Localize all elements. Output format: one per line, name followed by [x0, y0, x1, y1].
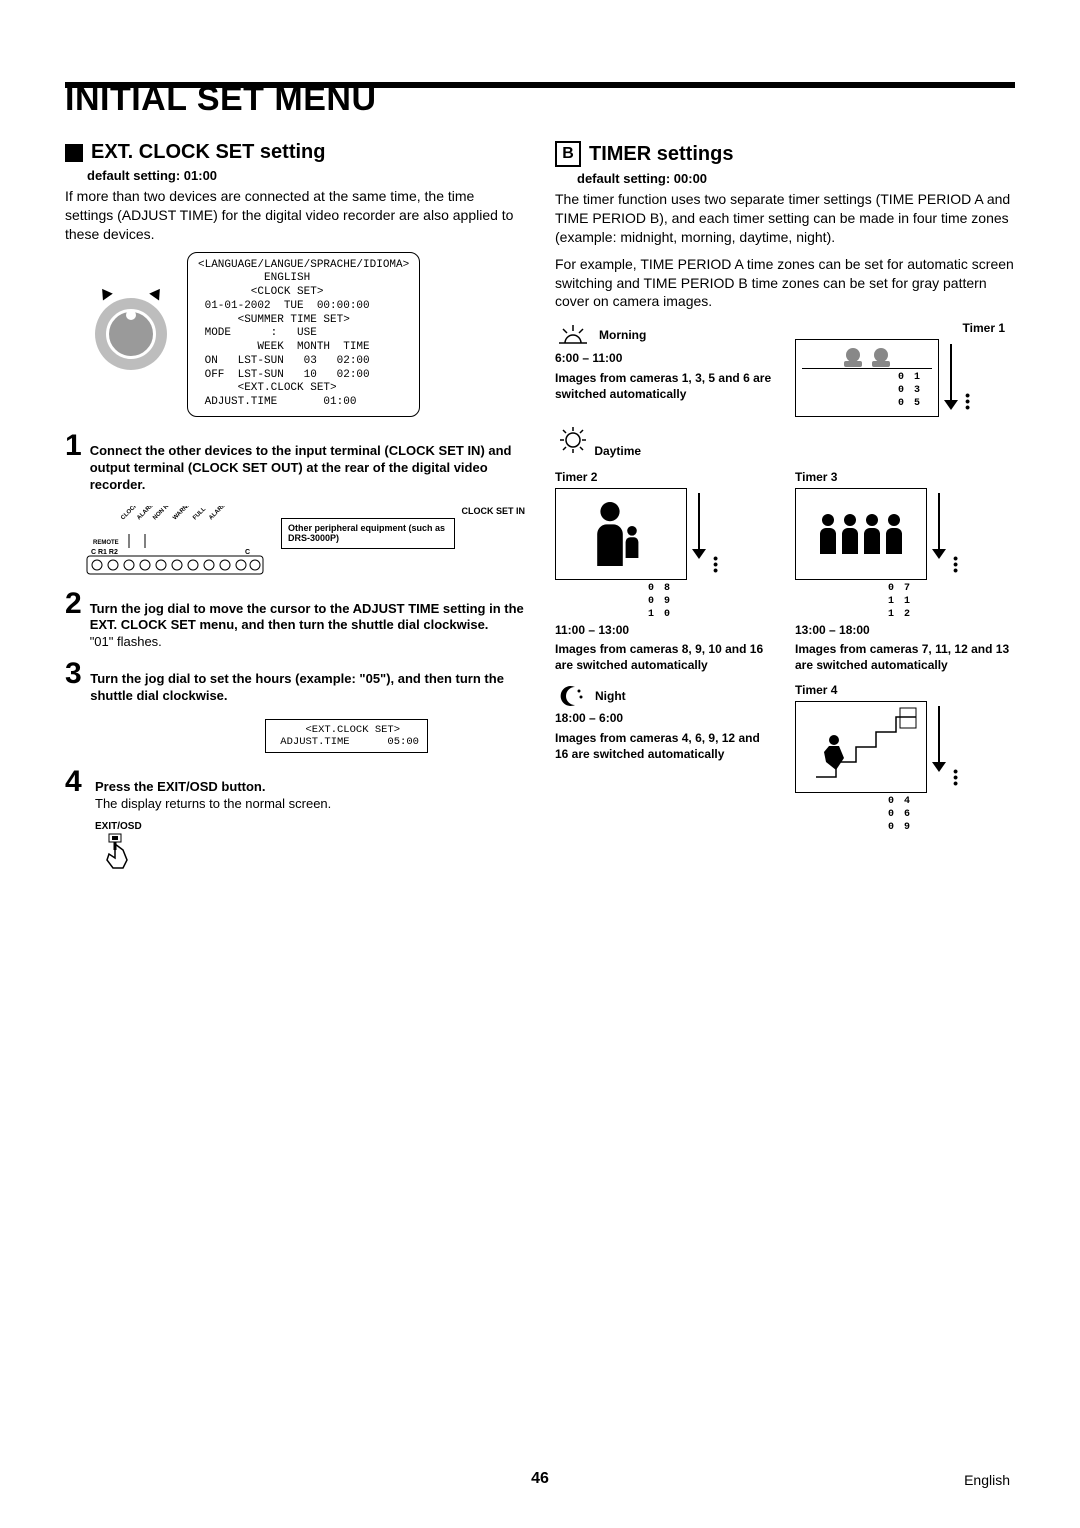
timer3-range: 13:00 – 18:00	[795, 623, 1015, 639]
step-2-note: "01" flashes.	[90, 634, 162, 649]
sun-daytime-icon	[555, 425, 591, 455]
timer2-box: •••	[555, 488, 687, 580]
step-4-note: The display returns to the normal screen…	[95, 796, 331, 811]
morning-label: Morning	[599, 328, 646, 344]
timer4-box: •••	[795, 701, 927, 793]
timer3-label: Timer 3	[795, 470, 1015, 486]
stairs-icon	[796, 702, 926, 792]
timer4-num: 0 4	[795, 795, 1015, 808]
vdots-icon: •••	[713, 555, 718, 573]
top-rule	[65, 82, 1015, 88]
step-3: 3 Turn the jog dial to set the hours (ex…	[65, 659, 525, 705]
timer4-num: 0 6	[795, 808, 1015, 821]
right-column: B TIMER settings default setting: 00:00 …	[555, 129, 1015, 887]
terminal-diagram: REMOTE CLOCK SET ALARM NON REC OUT WARNI…	[85, 506, 525, 581]
scroll-arrow-icon	[930, 706, 948, 776]
osd-main-display: <LANGUAGE/LANGUE/SPRACHE/IDIOMA> ENGLISH…	[187, 252, 420, 417]
timer1-box: 0 1 0 3 0 5 •••	[795, 339, 939, 417]
jog-and-osd: <LANGUAGE/LANGUE/SPRACHE/IDIOMA> ENGLISH…	[95, 252, 525, 417]
scroll-arrow-icon	[690, 493, 708, 563]
moon-night-icon	[555, 683, 587, 709]
timer3-desc: Images from cameras 7, 11, 12 and 13 are…	[795, 642, 1015, 673]
vdots-icon: •••	[965, 392, 970, 410]
step-2-text: Turn the jog dial to move the cursor to …	[90, 601, 524, 633]
timer1-num: 0 1	[802, 371, 932, 384]
daytime-row: Timer 2 ••• 0 8 0 9 1 0 11:00 – 13:00 Im…	[555, 468, 1015, 673]
timer3-num: 1 2	[795, 608, 1015, 621]
timer1-num: 0 3	[802, 384, 932, 397]
timer2-num: 0 8	[555, 582, 775, 595]
night-desc: Images from cameras 4, 6, 9, 12 and 16 a…	[555, 731, 775, 762]
step-number: 4	[65, 767, 87, 797]
daytime-label: Daytime	[594, 444, 641, 458]
exit-osd-hand-icon	[95, 832, 145, 882]
osd-small-display: <EXT.CLOCK SET> ADJUST.TIME 05:00	[265, 719, 428, 753]
step-4: 4 Press the EXIT/OSD button. The display…	[65, 767, 525, 813]
step-number: 3	[65, 659, 82, 689]
left-column: EXT. CLOCK SET setting default setting: …	[65, 129, 525, 887]
vdots-icon: •••	[953, 555, 958, 573]
timer3-num: 1 1	[795, 595, 1015, 608]
step-4-text: Press the EXIT/OSD button.	[95, 779, 265, 794]
step-number: 1	[65, 431, 82, 461]
section-bullet-icon	[65, 144, 83, 162]
timer4-label: Timer 4	[795, 683, 1005, 699]
page: INITIAL SET MENU EXT. CLOCK SET setting …	[0, 0, 1080, 1528]
timer-intro-2: For example, TIME PERIOD A time zones ca…	[555, 255, 1015, 312]
step-1: 1 Connect the other devices to the input…	[65, 431, 525, 494]
scroll-arrow-icon	[930, 493, 948, 563]
step-number: 2	[65, 589, 82, 619]
step-2: 2 Turn the jog dial to move the cursor t…	[65, 589, 525, 652]
morning-range: 6:00 – 11:00	[555, 351, 775, 367]
sun-morning-icon	[555, 321, 591, 349]
timer-title: TIMER settings	[589, 143, 733, 166]
step-1-text: Connect the other devices to the input t…	[90, 443, 512, 492]
timer4-num: 0 9	[795, 821, 1015, 834]
svg-text:REMOTE: REMOTE	[93, 540, 119, 546]
clock-set-in-label: CLOCK SET IN	[281, 506, 525, 516]
timer3-num: 0 7	[795, 582, 1015, 595]
peripheral-box: Other peripheral equipment (such as DRS-…	[281, 518, 455, 550]
timer2-num: 1 0	[555, 608, 775, 621]
svg-text:C: C	[245, 549, 250, 556]
timer-default: default setting: 00:00	[577, 171, 1015, 186]
morning-row: Morning 6:00 – 11:00 Images from cameras…	[555, 321, 1015, 419]
svg-text:FULL: FULL	[192, 506, 207, 521]
jog-dial-icon	[95, 298, 167, 370]
night-label: Night	[595, 689, 626, 705]
language-label: English	[964, 1472, 1010, 1488]
columns: EXT. CLOCK SET setting default setting: …	[65, 129, 1015, 887]
timer1-num: 0 5	[802, 397, 932, 410]
svg-text:C R1 R2: C R1 R2	[91, 549, 118, 556]
night-range: 18:00 – 6:00	[555, 711, 775, 727]
timer2-num: 0 9	[555, 595, 775, 608]
ext-clock-intro: If more than two devices are connected a…	[65, 187, 525, 244]
svg-text:ALARM FULL: ALARM FULL	[208, 506, 240, 521]
timer2-desc: Images from cameras 8, 9, 10 and 16 are …	[555, 642, 775, 673]
ext-clock-default: default setting: 01:00	[87, 168, 525, 183]
timer3-box: •••	[795, 488, 927, 580]
terminal-strip-icon: REMOTE CLOCK SET ALARM NON REC OUT WARNI…	[85, 506, 265, 576]
vdots-icon: •••	[953, 768, 958, 786]
timer1-label: Timer 1	[795, 321, 1005, 337]
exit-osd-label: EXIT/OSD	[95, 821, 525, 832]
timer2-label: Timer 2	[555, 470, 775, 486]
morning-desc: Images from cameras 1, 3, 5 and 6 are sw…	[555, 371, 775, 402]
ext-clock-title: EXT. CLOCK SET setting	[91, 141, 325, 164]
timer2-range: 11:00 – 13:00	[555, 623, 775, 639]
ext-clock-heading: EXT. CLOCK SET setting	[65, 141, 525, 164]
scroll-arrow-icon	[942, 344, 960, 414]
timer-heading: B TIMER settings	[555, 141, 1015, 167]
section-b-icon: B	[555, 141, 581, 167]
page-number: 46	[0, 1470, 1080, 1488]
timer-intro-1: The timer function uses two separate tim…	[555, 190, 1015, 247]
night-row: Night 18:00 – 6:00 Images from cameras 4…	[555, 683, 1015, 834]
step-3-text: Turn the jog dial to set the hours (exam…	[90, 671, 504, 703]
